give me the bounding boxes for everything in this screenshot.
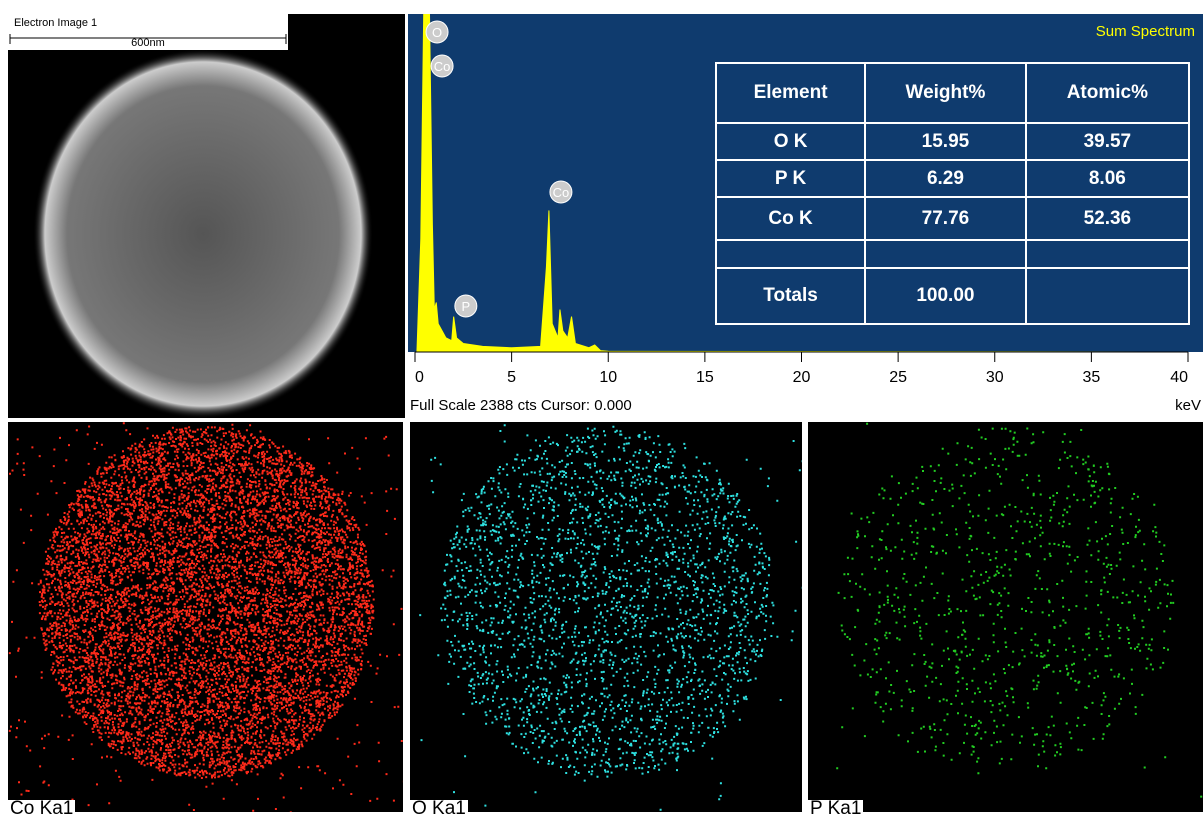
x-tick-label: 5 (507, 369, 516, 386)
x-tick-label: 40 (1170, 369, 1188, 386)
cell (1026, 268, 1189, 324)
x-tick-label: 35 (1082, 369, 1100, 386)
scale-label: 600nm (131, 37, 165, 49)
x-tick-label: 20 (793, 369, 811, 386)
map-dots (836, 423, 1202, 798)
x-axis-label: keV (1175, 397, 1201, 414)
x-tick-label: 10 (599, 369, 617, 386)
cell: 39.57 (1026, 123, 1189, 160)
map-dots (419, 424, 802, 811)
map (808, 422, 1203, 812)
empty-cell (716, 240, 865, 268)
spacer-row (716, 240, 1189, 268)
electron-image: Electron Image 1 600nm (8, 14, 405, 418)
map (8, 422, 403, 812)
electron-svg: Electron Image 1 600nm (8, 14, 405, 418)
peak-label: Co (553, 185, 570, 200)
map-label: O Ka1 (410, 800, 468, 818)
empty-cell (1026, 240, 1189, 268)
header-cell: Weight% (865, 63, 1026, 123)
cell: 15.95 (865, 123, 1026, 160)
empty-cell (865, 240, 1026, 268)
footer: Full Scale 2388 cts Cursor: 0.000 (410, 397, 632, 414)
particle (33, 49, 373, 418)
x-tick-label: 0 (415, 369, 424, 386)
x-tick-label: 30 (986, 369, 1004, 386)
map-label: P Ka1 (808, 800, 863, 818)
chart-title: Sum Spectrum (1096, 23, 1195, 40)
x-tick-label: 15 (696, 369, 714, 386)
header-cell: Element (716, 63, 865, 123)
peak-label: Co (434, 59, 451, 74)
cell: 100.00 (865, 268, 1026, 324)
map-panel (808, 422, 1203, 812)
header-cell: Atomic% (1026, 63, 1189, 123)
x-tick-label: 25 (889, 369, 907, 386)
cell: 77.76 (865, 197, 1026, 240)
map-label: Co Ka1 (8, 800, 75, 818)
cell: Totals (716, 268, 865, 324)
map (410, 422, 802, 812)
cell: 6.29 (865, 160, 1026, 197)
cell: 52.36 (1026, 197, 1189, 240)
peak-label: O (432, 25, 442, 40)
map-panel (8, 422, 403, 812)
cell: O K (716, 123, 865, 160)
image-title: Electron Image 1 (14, 17, 97, 29)
map-dots (9, 422, 403, 812)
cell: P K (716, 160, 865, 197)
cell: Co K (716, 197, 865, 240)
page: Electron Image 1 600nm Sum Spectrum 0 5 10 1… (0, 0, 1203, 819)
cell: 8.06 (1026, 160, 1189, 197)
peak-label: P (462, 299, 471, 314)
map-panel (410, 422, 802, 812)
